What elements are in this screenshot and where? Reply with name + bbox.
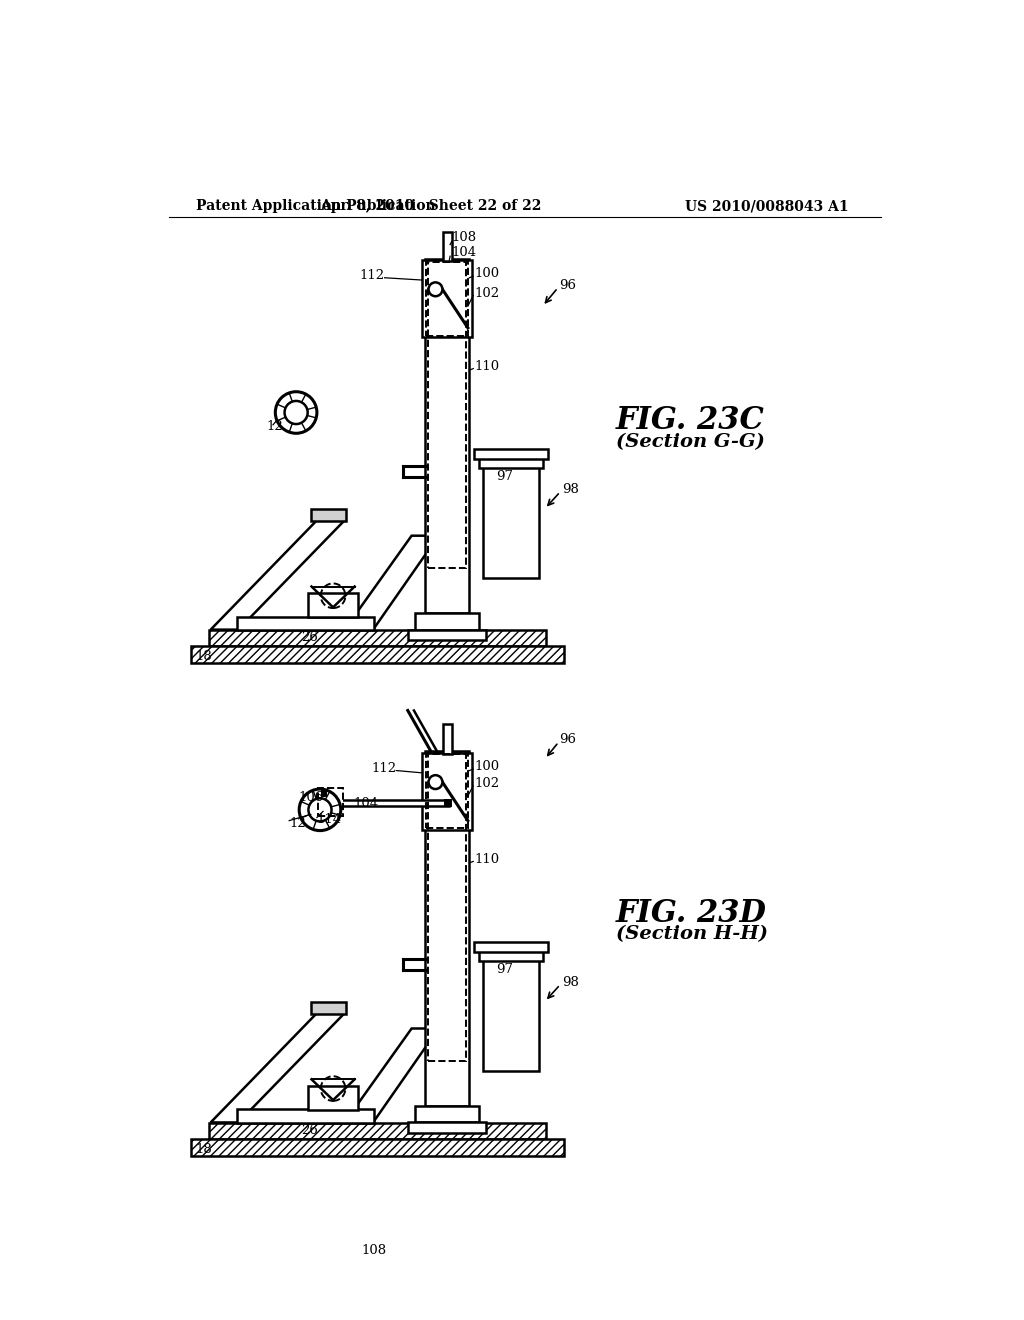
- Text: FIG. 23C: FIG. 23C: [615, 405, 764, 436]
- Bar: [474, 942, 548, 952]
- Text: 12: 12: [267, 420, 284, 433]
- Bar: [426, 261, 468, 335]
- Text: 12: 12: [289, 817, 306, 830]
- Text: 102: 102: [474, 777, 499, 791]
- Bar: [416, 612, 478, 630]
- Polygon shape: [310, 1002, 346, 1014]
- Bar: [428, 752, 466, 1061]
- Polygon shape: [237, 616, 374, 631]
- Text: Apr. 8, 2010   Sheet 22 of 22: Apr. 8, 2010 Sheet 22 of 22: [321, 199, 542, 213]
- Bar: [318, 788, 343, 816]
- Bar: [474, 449, 548, 459]
- Polygon shape: [307, 1086, 357, 1110]
- Text: 18: 18: [196, 1143, 212, 1156]
- Text: 26: 26: [301, 631, 318, 644]
- Text: US 2010/0088043 A1: US 2010/0088043 A1: [685, 199, 849, 213]
- Text: (Section H-H): (Section H-H): [615, 925, 768, 944]
- Polygon shape: [345, 536, 438, 630]
- Bar: [322, 792, 326, 796]
- Circle shape: [429, 282, 442, 296]
- Bar: [209, 631, 547, 645]
- Bar: [190, 1139, 564, 1155]
- Text: 97: 97: [497, 962, 513, 975]
- Text: 98: 98: [562, 483, 579, 496]
- Bar: [209, 1123, 547, 1139]
- Text: 97: 97: [497, 470, 513, 483]
- Bar: [408, 630, 486, 640]
- Bar: [425, 751, 469, 1106]
- Polygon shape: [211, 520, 345, 630]
- Bar: [425, 259, 469, 612]
- Text: 110: 110: [474, 360, 499, 372]
- Bar: [443, 725, 452, 754]
- Polygon shape: [237, 1109, 374, 1123]
- Bar: [416, 1106, 478, 1122]
- Bar: [443, 231, 452, 261]
- Text: FIG. 23D: FIG. 23D: [615, 898, 767, 928]
- Text: 112: 112: [371, 762, 396, 775]
- Text: 18: 18: [196, 649, 212, 663]
- Polygon shape: [307, 594, 357, 618]
- Polygon shape: [211, 1014, 345, 1122]
- Text: 98: 98: [562, 975, 579, 989]
- Text: (Section G-G): (Section G-G): [615, 433, 765, 450]
- Text: 96: 96: [559, 733, 577, 746]
- Text: 96: 96: [559, 279, 577, 292]
- Bar: [422, 260, 472, 337]
- Text: 114: 114: [316, 813, 342, 825]
- Bar: [209, 631, 547, 645]
- Bar: [483, 466, 539, 578]
- Bar: [478, 950, 544, 961]
- Text: 100: 100: [474, 760, 499, 774]
- Text: 108: 108: [452, 231, 477, 244]
- Bar: [483, 960, 539, 1071]
- Bar: [209, 1123, 547, 1139]
- Circle shape: [429, 775, 442, 789]
- Bar: [478, 457, 544, 469]
- Text: 104: 104: [354, 797, 379, 810]
- Bar: [339, 800, 449, 807]
- Text: 102: 102: [474, 286, 499, 300]
- Text: Patent Application Publication: Patent Application Publication: [196, 199, 435, 213]
- Bar: [190, 645, 564, 663]
- Text: 106: 106: [298, 791, 324, 804]
- Text: 110: 110: [474, 853, 499, 866]
- Polygon shape: [310, 508, 346, 521]
- Text: 26: 26: [301, 1123, 318, 1137]
- Bar: [422, 752, 472, 830]
- Text: 100: 100: [474, 268, 499, 280]
- Bar: [190, 1139, 564, 1155]
- Bar: [408, 1122, 486, 1133]
- Bar: [428, 260, 466, 568]
- Bar: [190, 645, 564, 663]
- Polygon shape: [345, 1028, 438, 1122]
- Text: 108: 108: [361, 1243, 387, 1257]
- Text: 104: 104: [452, 246, 477, 259]
- Text: 112: 112: [359, 269, 385, 282]
- Bar: [426, 755, 468, 829]
- Bar: [445, 800, 451, 807]
